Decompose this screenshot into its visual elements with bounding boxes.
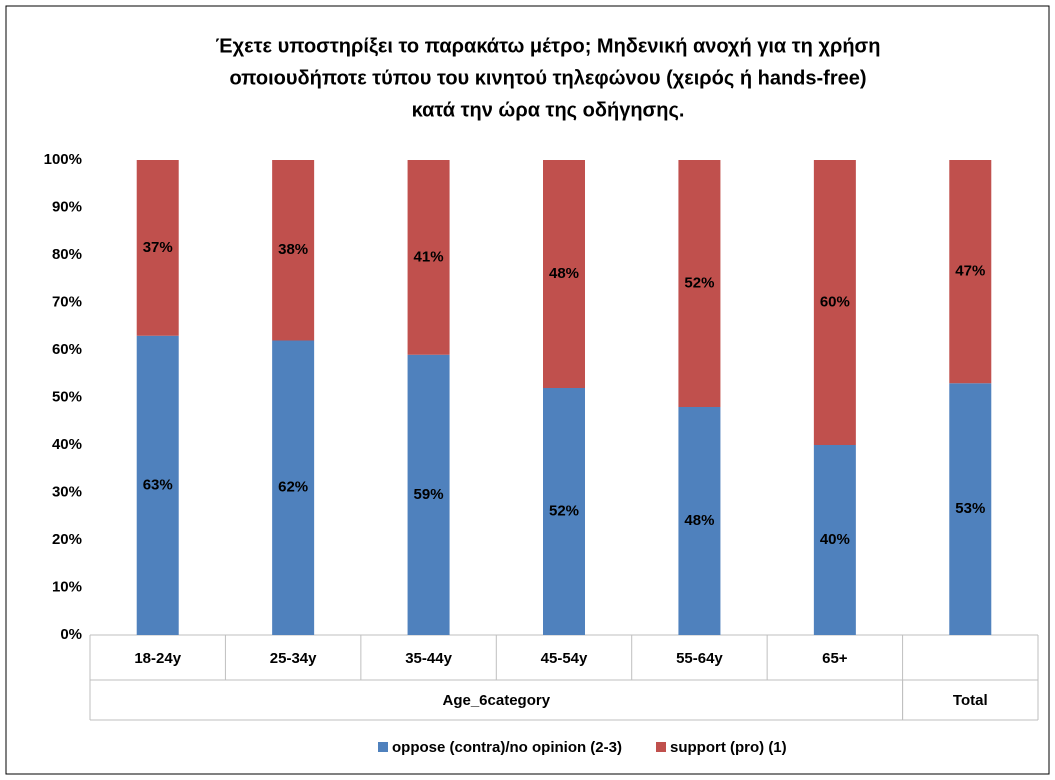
data-label: 47% xyxy=(955,263,985,280)
data-label: 38% xyxy=(278,241,308,258)
chart-frame xyxy=(5,5,1050,775)
data-label: 48% xyxy=(549,265,579,282)
y-tick-label: 10% xyxy=(52,578,82,595)
legend-swatch xyxy=(656,742,666,752)
y-tick-label: 0% xyxy=(60,626,82,643)
x-tick-label: 45-54y xyxy=(541,650,588,667)
data-label: 52% xyxy=(549,502,579,519)
bar-segment xyxy=(407,354,450,635)
bar-segment xyxy=(678,407,721,635)
x-tick-label: 55-64y xyxy=(676,650,723,667)
bar-segment xyxy=(272,340,315,635)
bar-segment xyxy=(543,160,585,388)
bar-segment xyxy=(543,388,585,635)
bar-segment xyxy=(949,160,992,384)
chart-title: Έχετε υποστηρίξει το παρακάτω μέτρο; Μηδ… xyxy=(216,35,881,57)
data-label: 37% xyxy=(143,239,173,256)
y-tick-label: 100% xyxy=(44,151,82,168)
y-tick-label: 40% xyxy=(52,436,82,453)
group-label: Total xyxy=(953,692,988,709)
y-tick-label: 70% xyxy=(52,293,82,310)
x-tick-label: 35-44y xyxy=(405,650,452,667)
bar-segment xyxy=(813,445,856,635)
y-tick-label: 90% xyxy=(52,198,82,215)
y-tick-label: 50% xyxy=(52,388,82,405)
data-label: 59% xyxy=(414,486,444,503)
x-tick-label: 25-34y xyxy=(270,650,317,667)
chart-title: οποιουδήποτε τύπου του κινητού τηλεφώνου… xyxy=(229,67,866,89)
bar-segment xyxy=(136,160,179,336)
legend-label: oppose (contra)/no opinion (2-3) xyxy=(392,739,622,756)
bar-segment xyxy=(813,160,856,445)
bar-segment xyxy=(678,160,721,407)
bar-segment xyxy=(949,383,992,635)
data-label: 52% xyxy=(684,274,714,291)
data-label: 40% xyxy=(820,531,850,548)
y-tick-label: 80% xyxy=(52,246,82,263)
chart-title: κατά την ώρα της οδήγησης. xyxy=(412,99,685,121)
data-label: 41% xyxy=(414,248,444,265)
y-tick-label: 20% xyxy=(52,531,82,548)
legend-swatch xyxy=(378,742,388,752)
bar-segment xyxy=(272,160,315,341)
data-label: 48% xyxy=(684,512,714,529)
legend-label: support (pro) (1) xyxy=(670,739,787,756)
data-label: 60% xyxy=(820,293,850,310)
bar-segment xyxy=(407,160,450,355)
data-label: 62% xyxy=(278,479,308,496)
x-tick-label: 18-24y xyxy=(134,650,181,667)
data-label: 53% xyxy=(955,500,985,517)
group-label: Age_6category xyxy=(443,692,551,709)
bar-segment xyxy=(136,335,179,635)
y-tick-label: 60% xyxy=(52,341,82,358)
y-tick-label: 30% xyxy=(52,483,82,500)
x-tick-label: 65+ xyxy=(822,650,848,667)
data-label: 63% xyxy=(143,476,173,493)
